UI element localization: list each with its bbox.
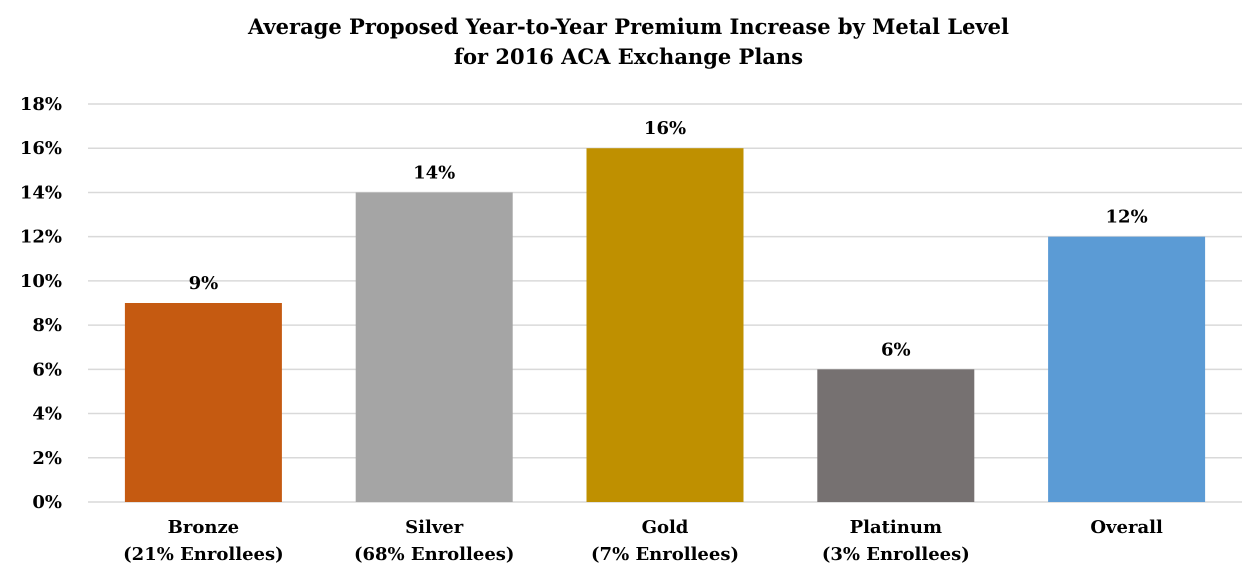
x-tick-sublabel: (21% Enrollees)	[123, 544, 283, 565]
chart-title-line-2: for 2016 ACA Exchange Plans	[453, 44, 804, 69]
x-tick-label: Silver	[405, 517, 464, 538]
y-tick-label: 0%	[32, 492, 62, 513]
x-tick-sublabel: (3% Enrollees)	[822, 544, 970, 565]
y-tick-label: 4%	[32, 404, 62, 425]
bar	[586, 148, 744, 502]
chart-title-line-1: Average Proposed Year-to-Year Premium In…	[248, 14, 1009, 39]
data-label: 12%	[1106, 207, 1148, 228]
data-labels: 9% 14% 16% 6% 12%	[189, 118, 1148, 360]
data-label: 9%	[189, 273, 219, 294]
bar	[355, 192, 513, 502]
x-tick-label: Platinum	[850, 517, 942, 538]
y-tick-label: 12%	[20, 227, 62, 248]
bar	[124, 303, 282, 502]
x-tick-label: Bronze	[168, 517, 239, 538]
bar	[817, 369, 975, 502]
y-tick-label: 10%	[20, 271, 62, 292]
y-tick-label: 18%	[20, 94, 62, 115]
bars	[124, 148, 1206, 502]
y-tick-label: 14%	[20, 182, 62, 203]
y-tick-label: 6%	[32, 359, 62, 380]
x-tick-sublabel: (68% Enrollees)	[354, 544, 514, 565]
y-tick-label: 16%	[20, 138, 62, 159]
y-tick-label: 2%	[32, 448, 62, 469]
y-tick-label: 8%	[32, 315, 62, 336]
x-axis: Bronze (21% Enrollees) Silver (68% Enrollee…	[123, 517, 1163, 565]
data-label: 16%	[644, 118, 686, 139]
y-axis: 0% 2% 4% 6% 8% 10% 12% 14% 16% 18%	[20, 94, 62, 513]
data-label: 6%	[881, 339, 911, 360]
bar	[1048, 236, 1206, 502]
data-label: 14%	[413, 162, 455, 183]
x-tick-label: Overall	[1090, 517, 1163, 538]
x-tick-label: Gold	[642, 517, 689, 538]
chart-title: Average Proposed Year-to-Year Premium In…	[0, 12, 1257, 72]
x-tick-sublabel: (7% Enrollees)	[591, 544, 739, 565]
